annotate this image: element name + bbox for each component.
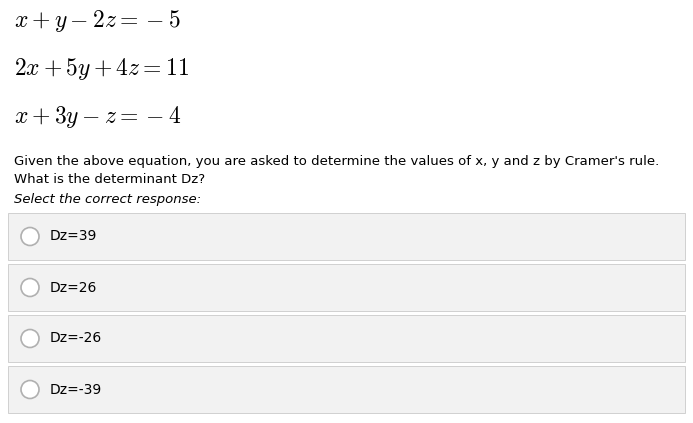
Text: Given the above equation, you are asked to determine the values of x, y and z by: Given the above equation, you are asked … xyxy=(14,155,659,168)
Bar xyxy=(8,264,685,311)
Text: $2x + 5y + 4z = 11$: $2x + 5y + 4z = 11$ xyxy=(14,56,189,82)
Circle shape xyxy=(21,278,39,297)
Text: Dz=-39: Dz=-39 xyxy=(50,382,103,396)
Bar xyxy=(8,366,685,413)
Circle shape xyxy=(21,330,39,348)
Text: Select the correct response:: Select the correct response: xyxy=(14,193,201,206)
Bar xyxy=(8,213,685,260)
Text: Dz=26: Dz=26 xyxy=(50,280,98,294)
Text: $x + 3y - z = -4$: $x + 3y - z = -4$ xyxy=(14,104,182,130)
Circle shape xyxy=(21,228,39,245)
Text: Dz=39: Dz=39 xyxy=(50,230,98,244)
Text: What is the determinant Dz?: What is the determinant Dz? xyxy=(14,173,205,186)
Text: Dz=-26: Dz=-26 xyxy=(50,332,103,346)
Circle shape xyxy=(21,381,39,398)
Bar xyxy=(8,315,685,362)
Text: $x + y - 2z = -5$: $x + y - 2z = -5$ xyxy=(14,8,181,34)
